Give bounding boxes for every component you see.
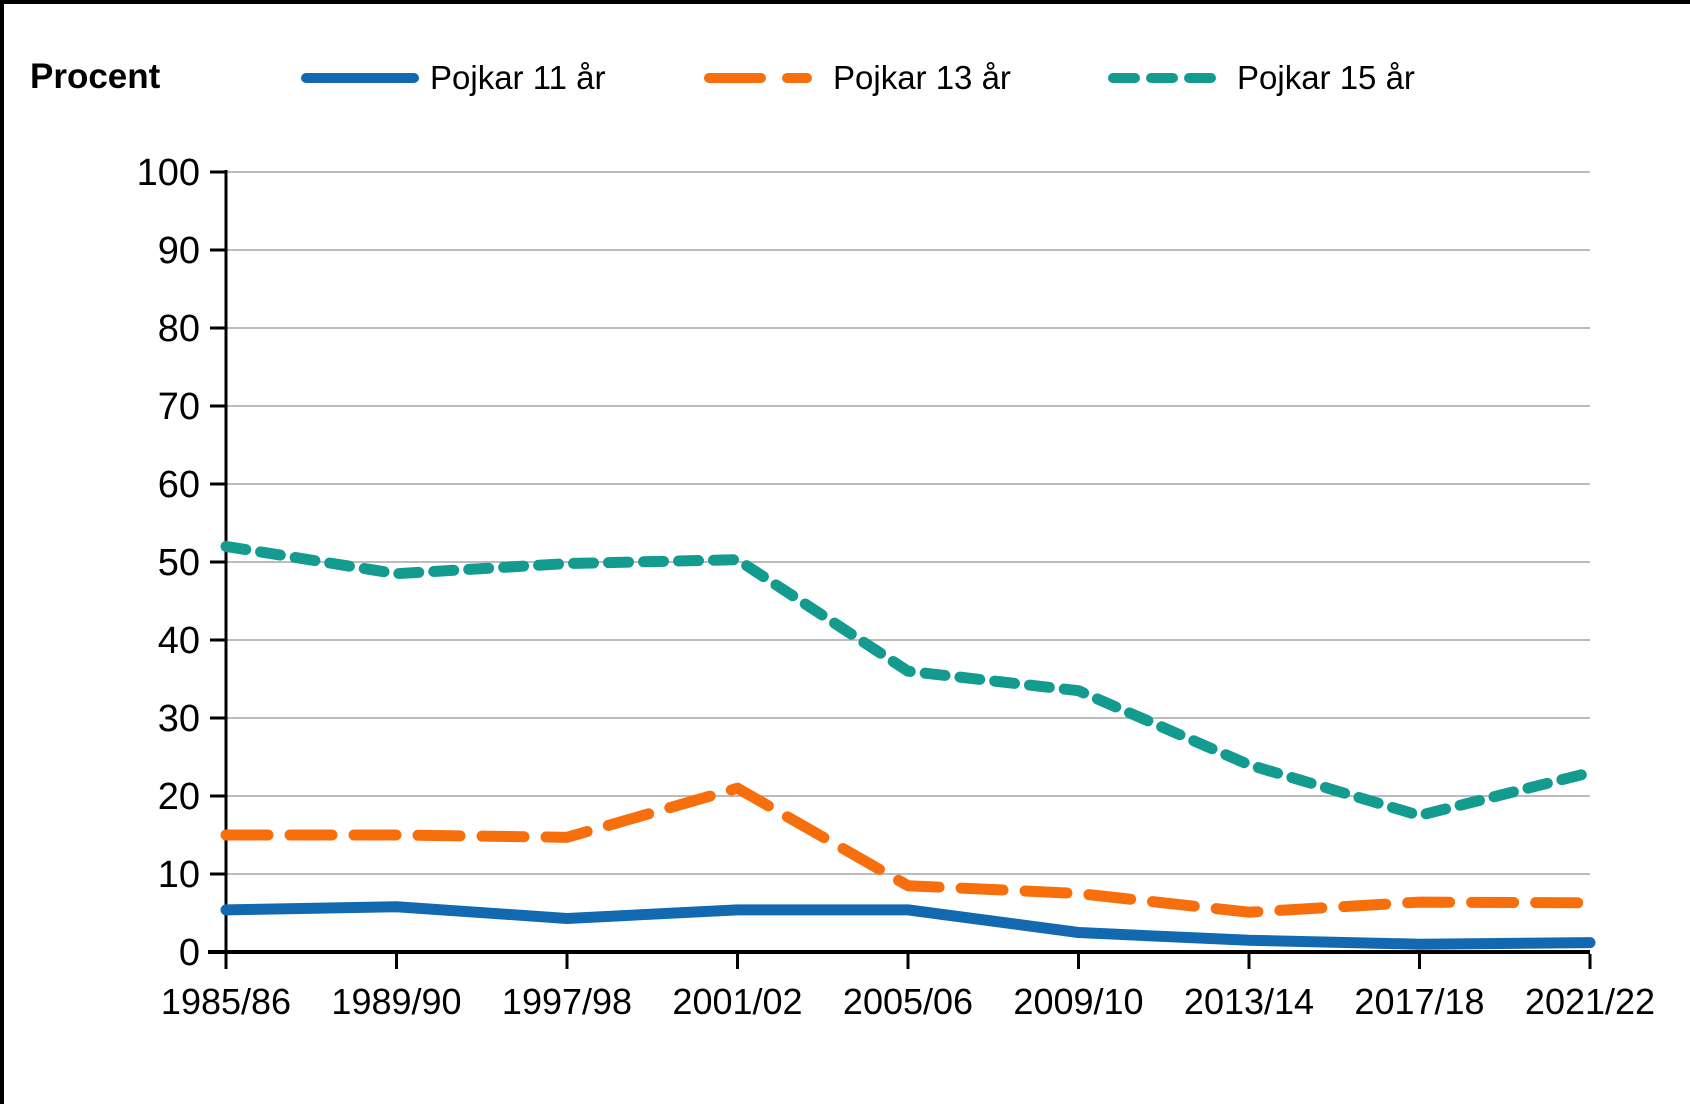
y-tick-label-80: 80 xyxy=(158,308,200,350)
legend-item-pojkar-11: Pojkar 11 år xyxy=(299,59,605,97)
y-tick-label-10: 10 xyxy=(158,854,200,896)
x-tick-label-1997-98: 1997/98 xyxy=(502,981,632,1022)
legend-label: Pojkar 11 år xyxy=(430,59,606,96)
x-tick-label-2009-10: 2009/10 xyxy=(1013,981,1143,1022)
x-tick-label-2017-18: 2017/18 xyxy=(1354,981,1484,1022)
y-tick-label-90: 90 xyxy=(158,230,200,272)
x-tick-label-1989-90: 1989/90 xyxy=(331,981,461,1022)
y-tick-label-20: 20 xyxy=(158,776,200,818)
x-tick-label-2001-02: 2001/02 xyxy=(672,981,802,1022)
legend-line-swatch-solid xyxy=(301,73,419,83)
legend-label: Pojkar 13 år xyxy=(833,59,1011,96)
legend-line-swatch-short-dash xyxy=(1108,73,1228,83)
series-line-pojkar-11-år xyxy=(220,901,1596,950)
legend-label: Pojkar 15 år xyxy=(1237,59,1415,96)
y-tick-label-100: 100 xyxy=(137,152,200,194)
y-axis-title: Procent xyxy=(30,57,161,96)
y-tick-label-40: 40 xyxy=(158,620,200,662)
y-tick-label-60: 60 xyxy=(158,464,200,506)
plot-area: 0 10 20 30 40 50 60 70 80 90 100 1985/86 1989/90 1997… xyxy=(137,152,1655,1022)
x-tick-label-2013-14: 2013/14 xyxy=(1184,981,1314,1022)
series-line-pojkar-13-år xyxy=(220,782,1596,918)
series-line-pojkar-15-år xyxy=(220,540,1596,821)
y-tick-label-0: 0 xyxy=(179,932,200,974)
x-tick-label-2005-06: 2005/06 xyxy=(843,981,973,1022)
y-tick-label-30: 30 xyxy=(158,698,200,740)
legend-item-pojkar-15: Pojkar 15 år xyxy=(1106,59,1415,97)
y-tick-label-70: 70 xyxy=(158,386,200,428)
legend-line-swatch-long-dash xyxy=(704,73,824,83)
y-tick-label-50: 50 xyxy=(158,542,200,584)
legend-item-pojkar-13: Pojkar 13 år xyxy=(702,59,1011,97)
x-tick-label-1985-86: 1985/86 xyxy=(161,981,291,1022)
x-tick-label-2021-22: 2021/22 xyxy=(1525,981,1655,1022)
